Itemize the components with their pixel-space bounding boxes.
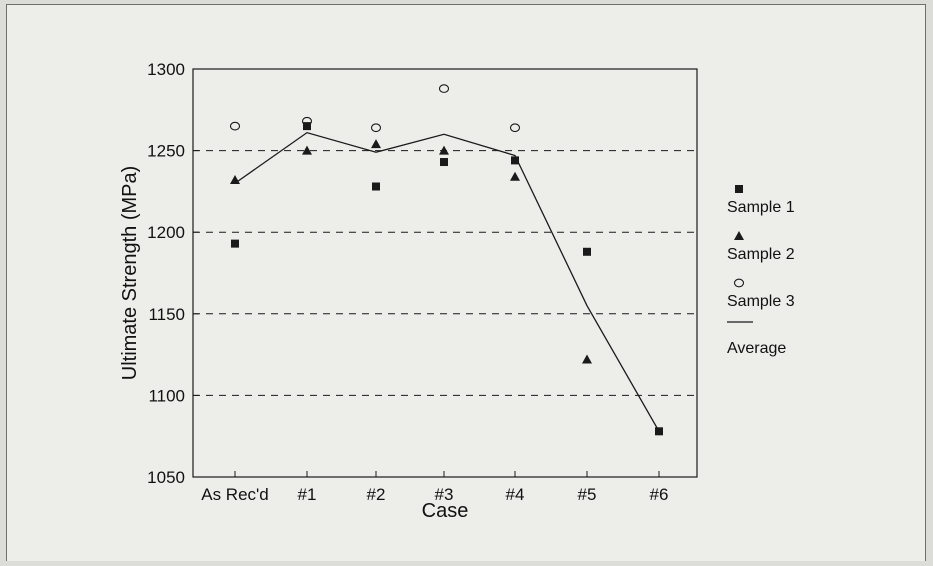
sample-1-point-0 xyxy=(231,239,239,248)
x-axis-title: Case xyxy=(422,500,469,522)
x-tick-label-6: #6 xyxy=(650,485,669,504)
y-tick-label-1250: 1250 xyxy=(147,142,185,161)
y-tick-label-1050: 1050 xyxy=(147,468,185,487)
legend-label-average: Average xyxy=(727,340,786,357)
legend-label-sample-1: Sample 1 xyxy=(727,199,795,216)
sample-1-point-3 xyxy=(440,158,448,167)
average-line xyxy=(234,131,660,432)
y-tick-label-1150: 1150 xyxy=(148,305,185,324)
legend-swatch-sample-2 xyxy=(734,231,744,240)
y-tick-label-1300: 1300 xyxy=(147,60,185,79)
x-tick-label-5: #5 xyxy=(578,485,597,504)
legend-swatch-sample-1 xyxy=(735,185,743,193)
sample-2-point-3 xyxy=(439,145,449,155)
sample-2-point-4 xyxy=(510,171,520,181)
sample-3-point-2 xyxy=(370,123,382,133)
sample-3-point-4 xyxy=(509,123,521,133)
x-tick-label-0: As Rec'd xyxy=(201,485,269,504)
sample-2-point-1 xyxy=(302,145,312,155)
sample-1-point-1 xyxy=(303,122,311,131)
x-tick-label-4: #4 xyxy=(506,485,525,504)
legend-label-sample-3: Sample 3 xyxy=(727,293,795,310)
sample-2-point-5 xyxy=(582,354,592,364)
sample-3-point-0 xyxy=(229,121,241,131)
x-tick-label-3: #3 xyxy=(435,485,454,504)
sample-3-point-3 xyxy=(438,84,450,93)
sample-2-point-2 xyxy=(371,139,381,149)
x-tick-label-2: #2 xyxy=(367,485,386,504)
strength-chart: 1050 1100 1150 1200 1250 1300 As Rec'd #1 #2 #3 #4… xyxy=(119,60,795,522)
y-tick-label-1200: 1200 xyxy=(147,223,185,242)
x-tick-label-1: #1 xyxy=(298,485,317,504)
sample-3-point-1 xyxy=(301,116,313,126)
chart-panel: 1050 1100 1150 1200 1250 1300 As Rec'd #1 #2 #3 #4… xyxy=(6,4,926,561)
sample-1-point-5 xyxy=(583,247,591,256)
sample-1-point-2 xyxy=(372,182,380,191)
sample-1-point-4 xyxy=(511,156,519,165)
legend-swatch-sample-3 xyxy=(733,278,745,288)
y-tick-label-1100: 1100 xyxy=(148,386,185,405)
plot-area xyxy=(192,68,698,478)
legend-label-sample-2: Sample 2 xyxy=(727,246,795,263)
y-axis-title: Ultimate Strength (MPa) xyxy=(119,166,141,381)
